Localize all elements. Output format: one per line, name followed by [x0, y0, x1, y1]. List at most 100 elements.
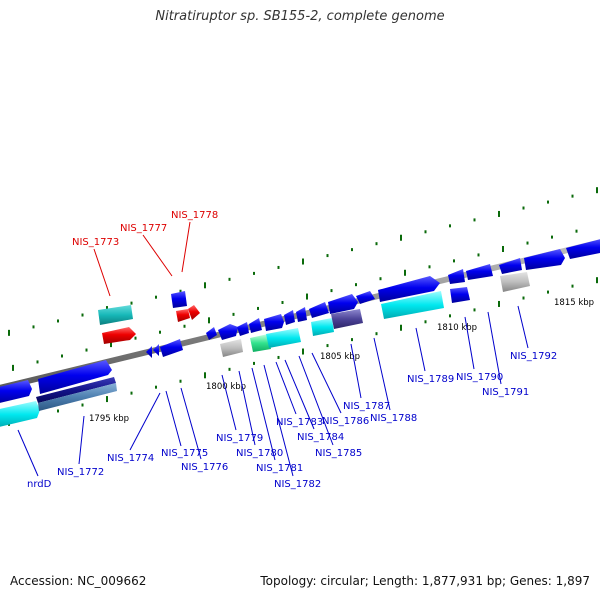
gene-label-NIS_1777[interactable]: NIS_1777 — [120, 223, 167, 234]
gene-label-NIS_1788[interactable]: NIS_1788 — [370, 413, 417, 424]
gene-NIS_1784[interactable] — [264, 314, 284, 331]
tick-mark — [547, 200, 549, 204]
gene-band-cyan-1 — [266, 328, 301, 348]
gene-labels: nrdD NIS_1772 NIS_1773 NIS_1774 NIS_1775… — [27, 210, 557, 490]
gene-label-NIS_1773[interactable]: NIS_1773 — [72, 237, 119, 248]
tick-mark — [375, 242, 378, 246]
gene-label-nrdD[interactable]: nrdD — [27, 479, 52, 490]
tick-mark — [351, 248, 353, 252]
tick-mark — [253, 271, 255, 275]
leader-NIS_1791 — [487, 311, 502, 385]
gene-NIS_1778[interactable] — [188, 305, 200, 320]
leader-NIS_1788 — [373, 337, 391, 411]
gene-label-NIS_1779[interactable]: NIS_1779 — [216, 433, 263, 444]
gene-NIS_1785[interactable] — [284, 310, 295, 325]
gene-band-cyan-2 — [311, 318, 334, 336]
gene-NIS_1780[interactable] — [206, 327, 217, 340]
gene-NIS_1786[interactable] — [296, 307, 307, 322]
tick-mark — [159, 330, 161, 334]
tick-mark — [473, 308, 476, 312]
gene-label-NIS_1785[interactable]: NIS_1785 — [315, 448, 362, 459]
gene-NIS_1775[interactable] — [160, 339, 183, 357]
gene-label-NIS_1783[interactable]: NIS_1783 — [276, 417, 323, 428]
tick-mark — [32, 325, 35, 329]
tick-mark — [575, 229, 578, 233]
tick-mark — [473, 218, 476, 222]
gene-NIS_1792[interactable] — [499, 258, 522, 274]
scale-label-1795: 1795 kbp — [89, 414, 129, 424]
tick-mark — [110, 341, 112, 348]
gene-NIS_1788[interactable] — [328, 294, 358, 314]
gene-NIS_1774[interactable] — [146, 344, 159, 358]
gene-right-2 — [566, 239, 600, 259]
gene-label-NIS_1776[interactable]: NIS_1776 — [181, 462, 228, 473]
tick-mark — [277, 265, 280, 269]
tick-mark — [204, 372, 206, 379]
gene-NIS_1791[interactable] — [450, 287, 470, 303]
gene-label-NIS_1792[interactable]: NIS_1792 — [510, 351, 557, 362]
gene-label-NIS_1791[interactable]: NIS_1791 — [482, 387, 529, 398]
gene-NIS_1792-gray — [500, 272, 530, 292]
gene-nrdD[interactable] — [0, 401, 40, 428]
tick-mark — [404, 269, 406, 276]
tick-mark — [326, 254, 329, 258]
leader-NIS_1778 — [181, 221, 191, 273]
gene-NIS_1790[interactable] — [448, 269, 465, 284]
tick-mark — [130, 391, 133, 395]
gene-NIS_1773[interactable] — [102, 327, 136, 344]
scale-label-1800: 1800 kbp — [206, 382, 246, 392]
gene-label-NIS_1789[interactable]: NIS_1789 — [407, 374, 454, 385]
leader-NIS_1792 — [517, 305, 529, 349]
gene-NIS_1782[interactable] — [237, 322, 249, 336]
gene-label-NIS_1780[interactable]: NIS_1780 — [236, 448, 283, 459]
gene-NIS_1783[interactable] — [249, 318, 262, 333]
gene-label-NIS_1781[interactable]: NIS_1781 — [256, 463, 303, 474]
gene-NIS_1787[interactable] — [309, 302, 329, 318]
tick-mark — [106, 396, 108, 403]
tick-mark — [477, 253, 480, 257]
tick-mark — [155, 385, 157, 389]
gene-NIS_1789[interactable] — [378, 276, 440, 302]
tick-mark — [179, 379, 182, 383]
gene-label-NIS_1784[interactable]: NIS_1784 — [297, 432, 344, 443]
leader-NIS_1772 — [78, 415, 85, 465]
leader-NIS_1783 — [275, 361, 297, 415]
tick-mark — [232, 312, 235, 316]
gene-band-1772-c — [38, 383, 117, 411]
tick-mark — [277, 355, 280, 359]
gene-label-NIS_1782[interactable]: NIS_1782 — [274, 479, 321, 490]
gene-label-NIS_1772[interactable]: NIS_1772 — [57, 467, 104, 478]
gene-band-1772-b — [36, 377, 116, 403]
tick-mark — [134, 336, 137, 340]
gene-label-NIS_1787[interactable]: NIS_1787 — [343, 401, 390, 412]
gene-NIS_1781[interactable] — [218, 324, 238, 340]
gene-band-purple — [331, 309, 363, 329]
gene-label-NIS_1786[interactable]: NIS_1786 — [322, 416, 369, 427]
tick-marks — [8, 187, 598, 426]
tick-mark — [498, 300, 500, 307]
tick-mark — [351, 338, 353, 342]
tick-mark — [57, 319, 59, 323]
gene-NIS_1790b — [466, 264, 493, 280]
gene-NIS_1779[interactable] — [220, 339, 243, 357]
gene-NIS_1777-red — [176, 309, 190, 322]
gene-label-NIS_1774[interactable]: NIS_1774 — [107, 453, 154, 464]
tick-mark — [208, 317, 210, 324]
tick-mark — [204, 282, 206, 289]
gene-NIS_1777[interactable] — [171, 291, 187, 308]
topology-summary: Topology: circular; Length: 1,877,931 bp… — [260, 574, 590, 588]
gene-label-NIS_1778[interactable]: NIS_1778 — [171, 210, 218, 221]
tick-mark — [253, 361, 255, 365]
tick-mark — [571, 284, 574, 288]
gene-label-NIS_1790[interactable]: NIS_1790 — [456, 372, 503, 383]
tick-mark — [498, 210, 500, 217]
tick-mark — [375, 332, 378, 336]
tick-mark — [257, 306, 259, 310]
gene-NIS_1772[interactable] — [0, 380, 32, 404]
tick-mark — [596, 277, 598, 284]
gene-NIS_1788b — [356, 291, 375, 304]
gene-band-green — [250, 334, 271, 352]
tick-mark — [571, 194, 574, 198]
gene-label-NIS_1775[interactable]: NIS_1775 — [161, 448, 208, 459]
